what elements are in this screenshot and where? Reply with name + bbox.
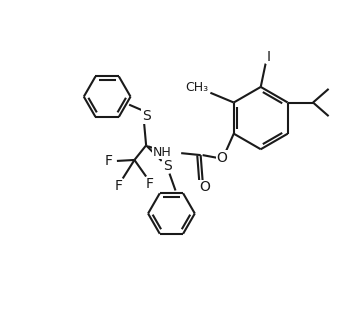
Text: O: O — [217, 151, 228, 165]
Text: NH: NH — [153, 146, 171, 159]
Text: CH₃: CH₃ — [185, 81, 208, 94]
Text: I: I — [267, 50, 270, 64]
Text: F: F — [146, 177, 154, 191]
Text: O: O — [199, 180, 210, 194]
Text: F: F — [115, 179, 123, 193]
Text: F: F — [105, 154, 113, 168]
Text: S: S — [142, 109, 150, 123]
Text: S: S — [163, 159, 172, 173]
